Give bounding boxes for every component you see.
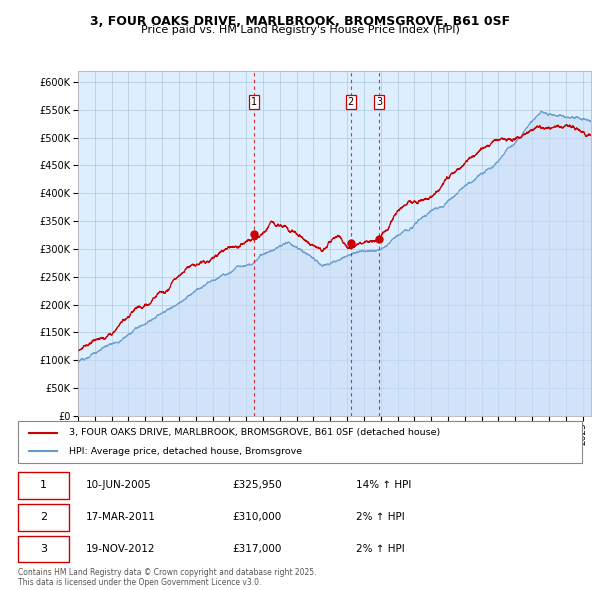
Text: 2% ↑ HPI: 2% ↑ HPI <box>356 543 405 553</box>
Text: 14% ↑ HPI: 14% ↑ HPI <box>356 480 412 490</box>
Text: 2: 2 <box>40 512 47 522</box>
Text: £310,000: £310,000 <box>232 512 281 522</box>
Text: 2: 2 <box>347 97 354 107</box>
Text: 10-JUN-2005: 10-JUN-2005 <box>86 480 151 490</box>
Text: 1: 1 <box>40 480 47 490</box>
Text: 17-MAR-2011: 17-MAR-2011 <box>86 512 155 522</box>
Text: 19-NOV-2012: 19-NOV-2012 <box>86 543 155 553</box>
Text: 3, FOUR OAKS DRIVE, MARLBROOK, BROMSGROVE, B61 0SF (detached house): 3, FOUR OAKS DRIVE, MARLBROOK, BROMSGROV… <box>69 428 440 437</box>
FancyBboxPatch shape <box>18 472 69 499</box>
Text: 3: 3 <box>40 543 47 553</box>
Text: 1: 1 <box>251 97 257 107</box>
Text: Price paid vs. HM Land Registry's House Price Index (HPI): Price paid vs. HM Land Registry's House … <box>140 25 460 35</box>
FancyBboxPatch shape <box>18 536 69 562</box>
Text: £325,950: £325,950 <box>232 480 282 490</box>
Text: 3: 3 <box>376 97 382 107</box>
Text: 3, FOUR OAKS DRIVE, MARLBROOK, BROMSGROVE, B61 0SF: 3, FOUR OAKS DRIVE, MARLBROOK, BROMSGROV… <box>90 15 510 28</box>
Text: £317,000: £317,000 <box>232 543 281 553</box>
Text: HPI: Average price, detached house, Bromsgrove: HPI: Average price, detached house, Brom… <box>69 447 302 455</box>
FancyBboxPatch shape <box>18 421 582 463</box>
FancyBboxPatch shape <box>18 504 69 531</box>
Text: Contains HM Land Registry data © Crown copyright and database right 2025.
This d: Contains HM Land Registry data © Crown c… <box>18 568 317 587</box>
Text: 2% ↑ HPI: 2% ↑ HPI <box>356 512 405 522</box>
